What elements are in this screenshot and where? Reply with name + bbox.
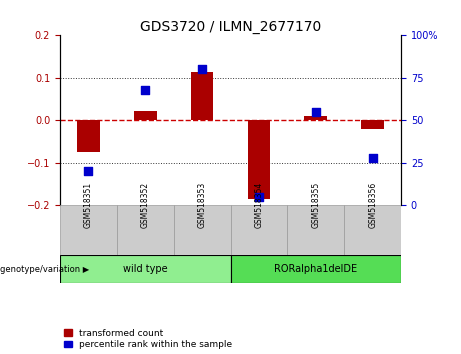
Bar	[134, 111, 157, 120]
Text: GSM518353: GSM518353	[198, 181, 207, 228]
Bar	[230, 205, 287, 255]
Point	[312, 109, 319, 115]
Text: GSM518355: GSM518355	[311, 181, 320, 228]
Bar	[60, 255, 230, 283]
Point	[255, 194, 263, 200]
Point	[369, 155, 376, 161]
Text: GSM518356: GSM518356	[368, 181, 377, 228]
Title: GDS3720 / ILMN_2677170: GDS3720 / ILMN_2677170	[140, 21, 321, 34]
Text: wild type: wild type	[123, 264, 167, 274]
Bar	[77, 120, 100, 152]
Point	[142, 87, 149, 93]
Text: genotype/variation ▶: genotype/variation ▶	[0, 264, 89, 274]
Bar	[361, 120, 384, 129]
Bar	[287, 205, 344, 255]
Text: RORalpha1delDE: RORalpha1delDE	[274, 264, 357, 274]
Legend: transformed count, percentile rank within the sample: transformed count, percentile rank withi…	[65, 329, 232, 349]
Text: GSM518351: GSM518351	[84, 182, 93, 228]
Text: GSM518354: GSM518354	[254, 181, 263, 228]
Point	[85, 169, 92, 174]
Bar	[174, 205, 230, 255]
Bar	[117, 205, 174, 255]
Text: GSM518352: GSM518352	[141, 182, 150, 228]
Bar	[344, 205, 401, 255]
Bar	[60, 205, 117, 255]
Bar	[304, 116, 327, 120]
Bar	[248, 120, 270, 199]
Bar	[230, 255, 401, 283]
Bar	[191, 72, 213, 120]
Point	[198, 67, 206, 72]
